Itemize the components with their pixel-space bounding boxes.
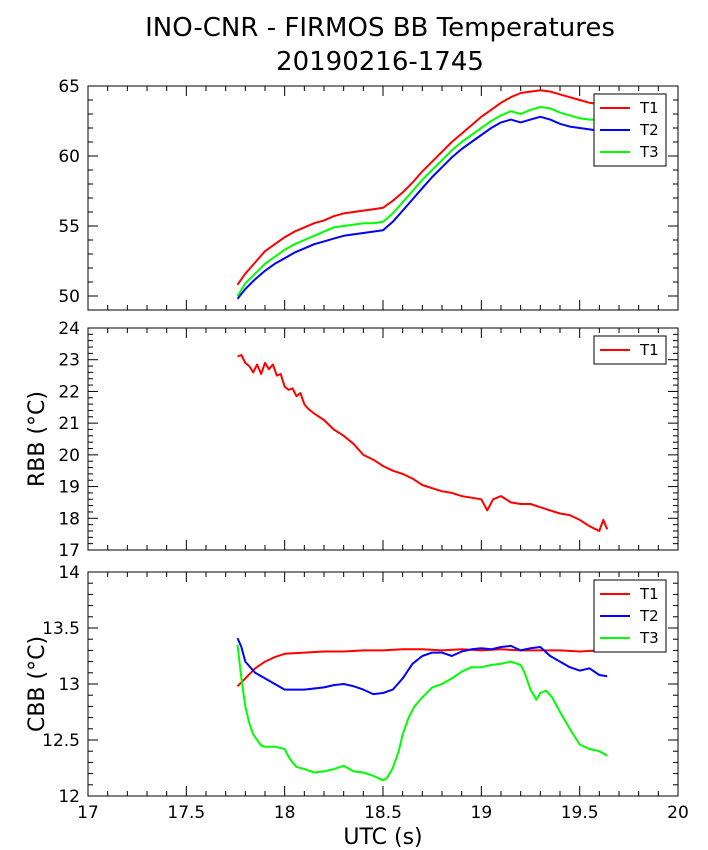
y-axis-label: RBB (°C) xyxy=(25,391,50,487)
plot-frame xyxy=(87,327,679,551)
y-tick-label: 65 xyxy=(58,77,80,97)
legend-label-t3: T3 xyxy=(639,629,659,647)
legend-label-t1: T1 xyxy=(639,585,659,603)
series-line-t2 xyxy=(236,637,608,696)
y-tick-label: 17 xyxy=(58,541,80,561)
y-tick-label: 55 xyxy=(58,217,80,237)
legend-label-t2: T2 xyxy=(639,607,659,625)
y-tick-label: 50 xyxy=(58,287,80,307)
rbb-panel: 17 18 19 20 21 22 23 24 RBB (°C) T1 xyxy=(25,319,679,561)
legend-label-t2: T2 xyxy=(639,121,659,139)
x-tick-label: 17 xyxy=(77,803,99,823)
x-axis-label: UTC (s) xyxy=(343,825,422,850)
figure-title-line1: INO-CNR - FIRMOS BB Temperatures xyxy=(145,13,615,43)
series-line-t1 xyxy=(236,648,608,687)
series-line-t2 xyxy=(236,115,608,300)
y-tick-label: 13.5 xyxy=(42,619,80,639)
legend-label-t1: T1 xyxy=(639,341,659,359)
cbb-panel: 12 12.5 13 13.5 14 17 17.5 18 18.5 19 19.5 20 CBB (°… xyxy=(25,563,689,850)
y-tick-label: 24 xyxy=(58,319,80,339)
y-tick-label: 22 xyxy=(58,382,80,402)
x-tick-label: 18 xyxy=(274,803,296,823)
y-axis-label: CBB (°C) xyxy=(25,636,50,732)
plot-frame xyxy=(87,571,679,797)
legend-label-t3: T3 xyxy=(639,143,659,161)
y-tick-label: 23 xyxy=(58,351,80,371)
y-tick-label: 20 xyxy=(58,446,80,466)
y-tick-label: 13 xyxy=(58,675,80,695)
series-line-t3 xyxy=(236,644,608,782)
y-tick-label: 60 xyxy=(58,147,80,167)
series-line-t1 xyxy=(237,354,609,532)
top-temperature-panel: 50 55 60 65 T1 T2 T3 xyxy=(58,77,679,311)
x-tick-label: 20 xyxy=(667,803,689,823)
x-tick-label: 19 xyxy=(471,803,493,823)
series-line-t3 xyxy=(236,106,608,297)
x-tick-label: 19.5 xyxy=(561,803,599,823)
y-tick-label: 14 xyxy=(58,563,80,583)
series-line-t1 xyxy=(236,89,608,286)
y-tick-label: 12.5 xyxy=(42,731,80,751)
y-tick-label: 18 xyxy=(58,509,80,529)
x-tick-label: 17.5 xyxy=(167,803,205,823)
y-tick-label: 12 xyxy=(58,787,80,807)
y-tick-label: 19 xyxy=(58,478,80,498)
figure-title-line2: 20190216-1745 xyxy=(276,47,484,77)
legend-label-t1: T1 xyxy=(639,99,659,117)
x-tick-label: 18.5 xyxy=(364,803,402,823)
y-tick-label: 21 xyxy=(58,414,80,434)
